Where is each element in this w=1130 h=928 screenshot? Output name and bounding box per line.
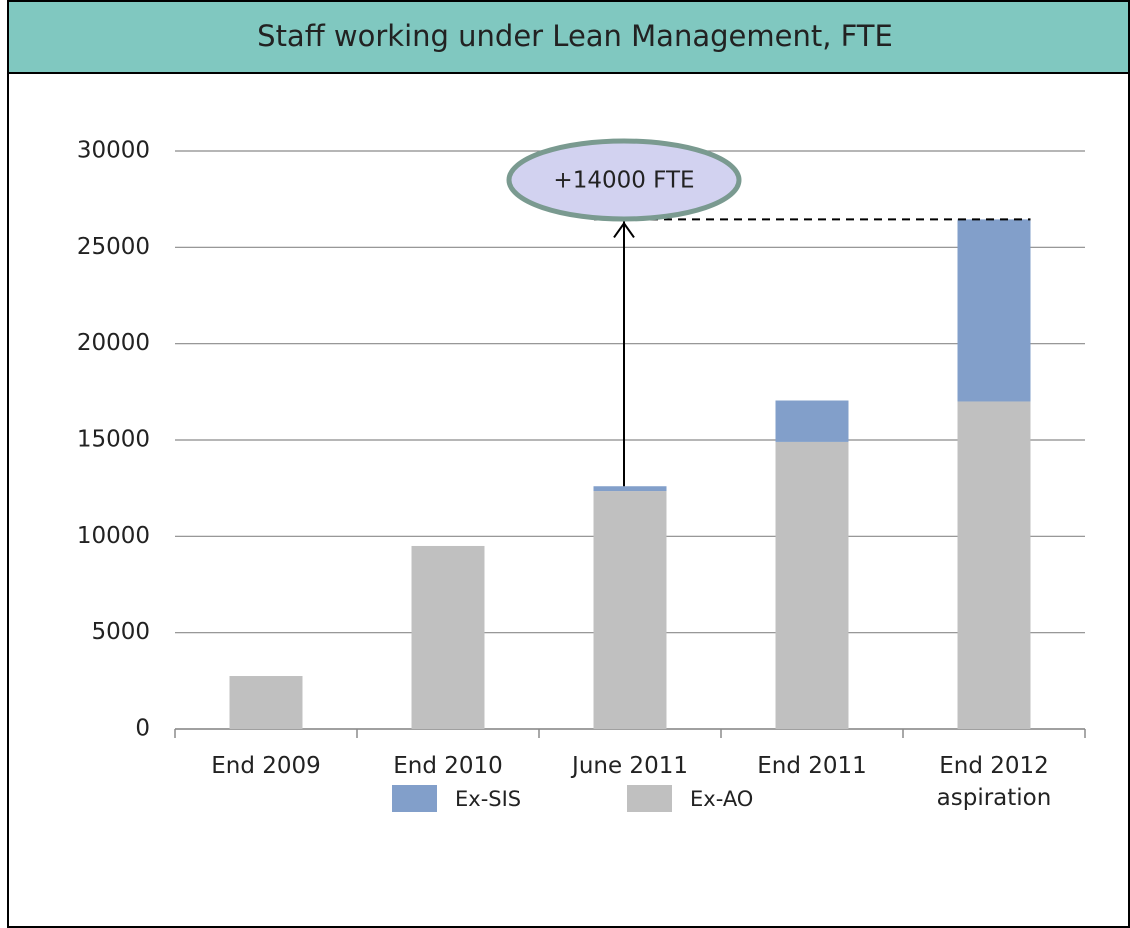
bar-segment [775, 441, 849, 729]
legend-label: Ex-AO [690, 787, 753, 811]
legend-swatch [392, 785, 437, 812]
y-tick-label: 10000 [77, 523, 150, 549]
y-tick-label: 30000 [77, 138, 150, 164]
x-tick-label: End 2011 [757, 753, 867, 779]
y-tick-label: 20000 [77, 330, 150, 356]
bar-segment [775, 400, 849, 442]
legend-label: Ex-SIS [455, 787, 521, 811]
y-tick-label: 15000 [77, 427, 150, 453]
x-tick-label: End 2012 aspiration [936, 753, 1052, 811]
arrow-head [613, 221, 635, 238]
bar-segment [411, 545, 485, 729]
x-tick-label: End 2010 [393, 753, 503, 779]
annotation-text: +14000 FTE [553, 168, 694, 194]
bar-segment [229, 676, 303, 729]
y-tick-label: 0 [135, 716, 150, 742]
bar-segment [957, 219, 1031, 402]
annotation-bubble [506, 138, 742, 222]
bar-segment [593, 486, 667, 492]
legend-swatch [627, 785, 672, 812]
header [7, 0, 1130, 74]
x-tick-label: June 2011 [572, 753, 688, 779]
bar-segment [957, 401, 1031, 729]
chart-title: Staff working under Lean Management, FTE [257, 19, 893, 53]
bar-segment [593, 491, 667, 729]
x-tick-label: End 2009 [211, 753, 321, 779]
y-tick-label: 25000 [77, 234, 150, 260]
y-tick-label: 5000 [91, 619, 150, 645]
